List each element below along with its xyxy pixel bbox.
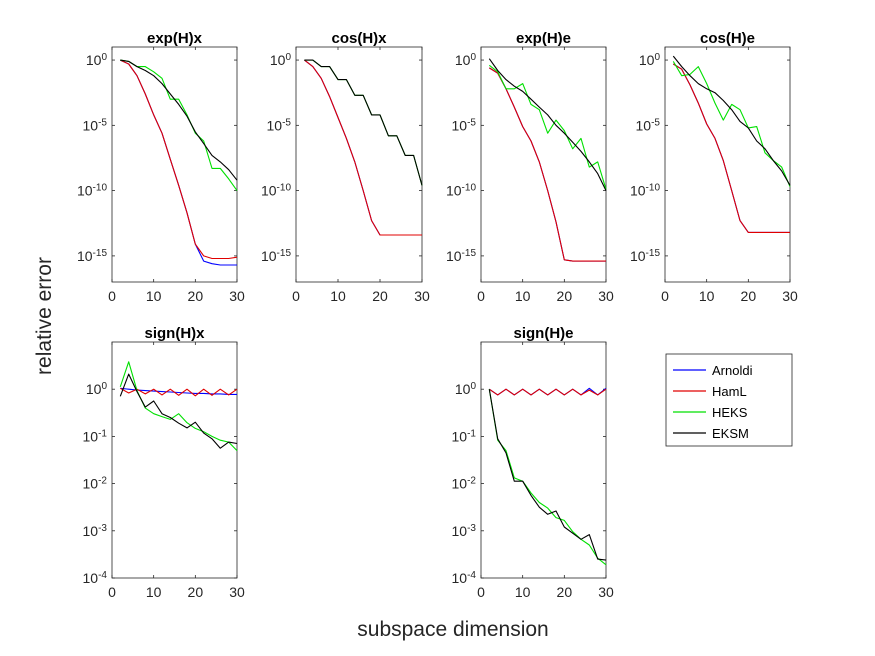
x-tick-label: 0 xyxy=(292,288,300,304)
legend-label-HEKS: HEKS xyxy=(712,405,748,420)
series-line-HEKS xyxy=(488,389,607,566)
panel-cos(H)x: cos(H)x 0 10 20 30 100 10-5 10-10 10-15 xyxy=(261,30,430,304)
axes-box xyxy=(480,46,607,283)
x-tick-label: 30 xyxy=(598,584,614,600)
panel-title: sign(H)x xyxy=(145,325,206,342)
y-tick-label: 10-10 xyxy=(261,182,291,199)
x-tick-label: 20 xyxy=(188,584,204,600)
x-tick-label: 0 xyxy=(477,584,485,600)
y-tick-label: 100 xyxy=(455,52,477,69)
series-line-EKSM xyxy=(672,55,791,186)
panel-title: sign(H)e xyxy=(514,325,574,342)
panel-title: exp(H)e xyxy=(516,30,571,47)
y-tick-label: 100 xyxy=(86,381,108,398)
y-tick-label: 10-15 xyxy=(630,247,660,264)
panel-cos(H)e: cos(H)e 0 10 20 30 100 10-5 10-10 10-15 xyxy=(630,30,798,304)
y-tick-label: 10-1 xyxy=(452,428,477,445)
y-tick-label: 10-10 xyxy=(630,182,660,199)
y-tick-label: 10-10 xyxy=(446,182,476,199)
x-tick-label: 10 xyxy=(515,288,531,304)
series-line-HamL xyxy=(120,387,238,397)
x-tick-label: 30 xyxy=(782,288,798,304)
x-tick-label: 20 xyxy=(557,288,573,304)
x-tick-label: 0 xyxy=(108,584,116,600)
x-tick-label: 0 xyxy=(661,288,669,304)
x-tick-label: 30 xyxy=(414,288,430,304)
x-tick-label: 20 xyxy=(741,288,757,304)
series-line-HEKS xyxy=(120,59,238,191)
x-tick-label: 10 xyxy=(699,288,715,304)
legend-label-EKSM: EKSM xyxy=(712,426,749,441)
y-tick-label: 10-3 xyxy=(452,522,477,539)
y-tick-label: 100 xyxy=(270,52,292,69)
x-tick-label: 10 xyxy=(330,288,346,304)
y-axis-label: relative error xyxy=(33,257,56,375)
x-tick-label: 0 xyxy=(108,288,116,304)
x-axis-label: subspace dimension xyxy=(357,618,548,641)
axes-box xyxy=(664,46,791,283)
x-tick-label: 20 xyxy=(372,288,388,304)
panel-title: cos(H)x xyxy=(331,30,387,47)
x-tick-label: 30 xyxy=(229,584,245,600)
axes-box xyxy=(295,46,423,283)
x-tick-label: 10 xyxy=(146,288,162,304)
y-tick-label: 10-5 xyxy=(83,117,108,134)
y-tick-label: 10-5 xyxy=(452,117,477,134)
series-line-HamL xyxy=(120,59,238,260)
y-tick-label: 10-4 xyxy=(83,570,108,587)
legend-label-Arnoldi: Arnoldi xyxy=(712,363,753,378)
y-tick-label: 10-4 xyxy=(452,570,477,587)
panel-exp(H)e: exp(H)e 0 10 20 30 100 10-5 10-10 10-15 xyxy=(446,30,614,304)
series-line-EKSM xyxy=(488,389,607,561)
legend-label-HamL: HamL xyxy=(712,384,747,399)
y-tick-label: 10-15 xyxy=(261,247,291,264)
y-tick-label: 10-1 xyxy=(83,428,108,445)
legend-box xyxy=(665,353,793,447)
series-line-HamL xyxy=(488,388,607,396)
x-tick-label: 10 xyxy=(146,584,162,600)
y-tick-label: 10-2 xyxy=(452,475,477,492)
y-tick-label: 100 xyxy=(639,52,661,69)
series-line-HamL xyxy=(673,63,790,233)
y-tick-label: 10-5 xyxy=(267,117,292,134)
panel-exp(H)x: exp(H)x 0 10 20 30 100 10-5 10-10 10-15 xyxy=(77,30,245,304)
y-tick-label: 100 xyxy=(455,381,477,398)
series-line-HamL xyxy=(489,67,606,262)
y-tick-label: 10-2 xyxy=(83,475,108,492)
series-line-EKSM xyxy=(119,373,238,449)
x-tick-label: 0 xyxy=(477,288,485,304)
panel-title: cos(H)e xyxy=(700,30,755,47)
y-tick-label: 10-5 xyxy=(636,117,661,134)
series-line-HEKS xyxy=(672,61,791,187)
series-line-EKSM xyxy=(304,59,423,186)
x-tick-label: 20 xyxy=(188,288,204,304)
y-tick-label: 10-15 xyxy=(77,247,107,264)
series-line-HamL xyxy=(304,59,422,236)
axes-box xyxy=(480,341,607,579)
series-line-EKSM xyxy=(488,58,607,191)
y-tick-label: 10-15 xyxy=(446,247,476,264)
x-tick-label: 20 xyxy=(557,584,573,600)
y-tick-label: 10-3 xyxy=(83,522,108,539)
x-tick-label: 30 xyxy=(598,288,614,304)
y-tick-label: 10-10 xyxy=(77,182,107,199)
axes-box xyxy=(111,46,238,283)
x-tick-label: 30 xyxy=(229,288,245,304)
legend: Arnoldi HamL HEKS EKSM xyxy=(665,353,793,447)
axes-box xyxy=(111,341,238,579)
y-tick-label: 100 xyxy=(86,52,108,69)
x-tick-label: 10 xyxy=(515,584,531,600)
panel-sign(H)e: sign(H)e 0 10 20 30 100 10-1 10-2 10-3 10-4 xyxy=(452,325,614,600)
panel-sign(H)x: sign(H)x 0 10 20 30 100 10-1 10-2 10-3 10-4 xyxy=(83,325,245,600)
series-line-EKSM xyxy=(120,59,238,181)
panel-title: exp(H)x xyxy=(147,30,203,47)
